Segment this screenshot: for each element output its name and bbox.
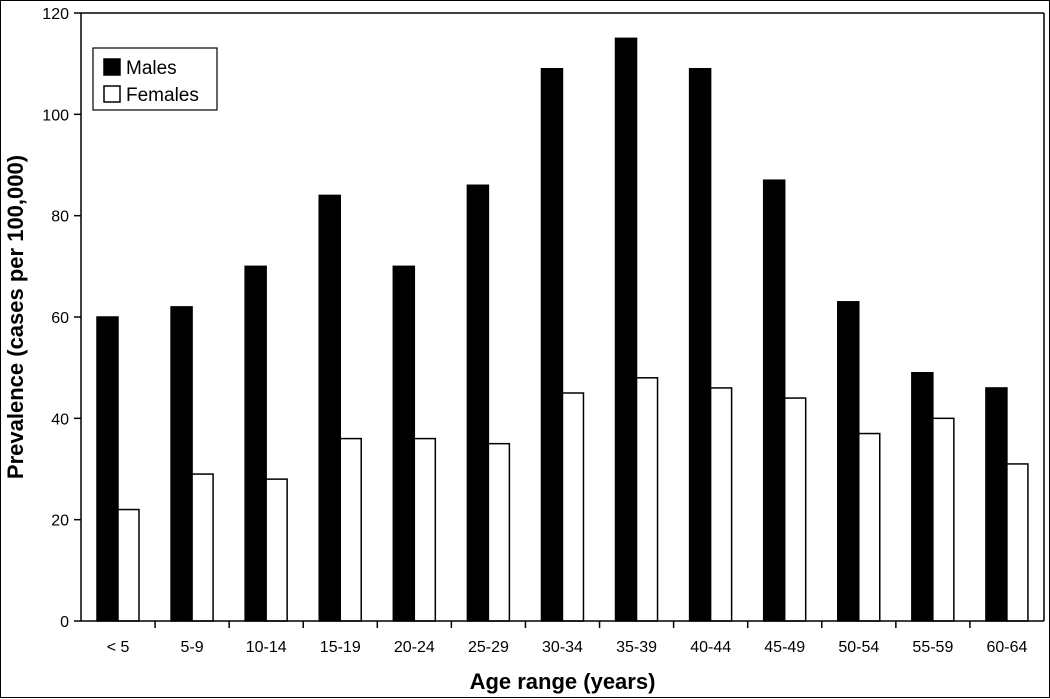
bar-females	[1006, 463, 1029, 622]
y-tick-label: 20	[51, 513, 69, 530]
bar-females	[487, 442, 511, 622]
x-tick-label: 20-24	[394, 639, 435, 656]
x-tick-label: 10-14	[246, 639, 287, 656]
bar-males	[540, 67, 564, 622]
y-tick-label: 120	[42, 6, 69, 23]
bar-males	[985, 387, 1008, 622]
legend-label-males: Males	[126, 58, 177, 79]
bar-females	[117, 508, 140, 622]
bar-males	[688, 67, 712, 622]
y-tick-label: 80	[51, 209, 69, 226]
x-ticks: < 5 5-9 10-14 15-19 20-24 25-29 30-34 35-39 40-4…	[107, 621, 1028, 656]
bar-females	[858, 432, 881, 622]
x-tick-label: 40-44	[690, 639, 731, 656]
x-tick-label: 45-49	[764, 639, 805, 656]
bar-females	[265, 478, 288, 622]
bar-males	[466, 184, 490, 622]
y-ticks: 0 20 40 60 80 100 120	[42, 6, 81, 631]
x-tick-label: 30-34	[542, 639, 583, 656]
bar-females	[635, 377, 659, 622]
x-tick-label: 5-9	[181, 639, 204, 656]
legend-label-females: Females	[126, 85, 199, 106]
bar-males	[170, 306, 193, 622]
x-axis-title: Age range (years)	[470, 669, 656, 694]
legend-swatch-males	[103, 58, 121, 76]
x-tick-label: < 5	[107, 639, 130, 656]
bar-females	[709, 387, 733, 622]
x-tick-label: 15-19	[320, 639, 361, 656]
bar-females	[783, 397, 807, 622]
x-tick-label: 55-59	[912, 639, 953, 656]
bar-males	[96, 316, 119, 622]
bar-males	[318, 194, 341, 622]
legend-swatch-females	[103, 85, 121, 103]
x-tick-label: 50-54	[838, 639, 879, 656]
bar-females	[932, 417, 955, 622]
bar-males	[392, 265, 416, 622]
bar-males	[614, 37, 638, 622]
y-tick-label: 0	[60, 614, 69, 631]
legend: Males Females	[92, 47, 218, 111]
bar-females	[191, 473, 214, 622]
bar-females	[561, 392, 585, 622]
x-tick-label: 25-29	[468, 639, 509, 656]
bar-females	[339, 437, 362, 622]
bar-males	[762, 179, 786, 622]
bar-females	[413, 437, 437, 622]
y-axis-title: Prevalence (cases per 100,000)	[3, 155, 28, 479]
bars-layer	[96, 37, 1029, 622]
bar-males	[911, 371, 934, 622]
y-tick-label: 60	[51, 310, 69, 327]
x-tick-label: 60-64	[987, 639, 1028, 656]
y-tick-label: 40	[51, 411, 69, 428]
x-tick-label: 35-39	[616, 639, 657, 656]
bar-males	[244, 265, 267, 622]
bar-males	[837, 301, 860, 622]
y-tick-label: 100	[42, 107, 69, 124]
